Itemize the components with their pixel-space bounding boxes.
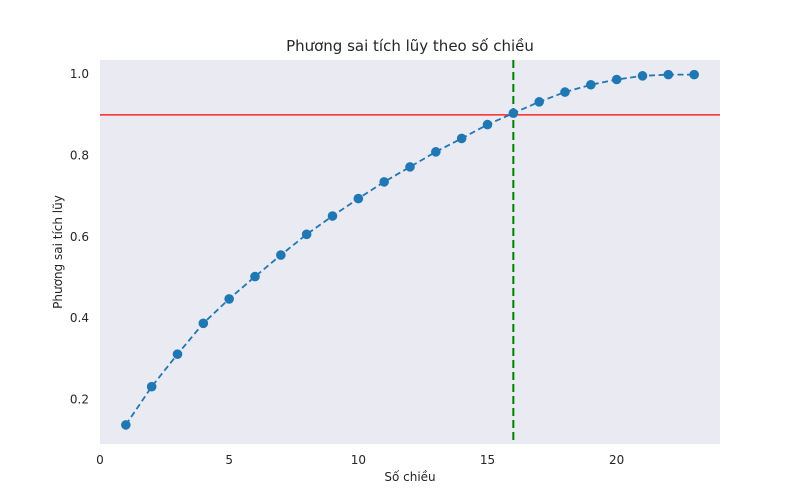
data-point [250,271,260,282]
reference-lines [100,60,720,444]
data-point [353,193,364,204]
y-tick-label: 0.2 [70,392,89,406]
x-tick-label: 10 [351,453,366,467]
y-tick-label: 0.8 [70,148,89,162]
x-axis-label: Số chiều [384,470,435,484]
data-point [327,211,338,221]
series-layer [121,69,699,430]
data-point [560,87,570,97]
data-point [586,79,596,90]
x-tick-label: 5 [225,453,233,467]
data-point [121,420,131,430]
x-tick-label: 20 [609,453,624,467]
data-point [456,133,467,144]
plot-area [100,60,720,444]
data-point [146,381,157,392]
data-point [198,318,209,329]
chart-title: Phương sai tích lũy theo số chiều [286,37,534,55]
x-axis-ticks: 0 5 10 15 20 [96,453,624,467]
data-point [431,147,441,157]
data-point [611,74,622,85]
data-point [301,229,312,240]
data-point [663,69,674,80]
y-axis-label: Phương sai tích lũy [51,195,65,309]
x-tick-label: 0 [96,453,104,467]
data-point [508,108,519,119]
x-tick-label: 15 [480,453,495,467]
data-point [379,177,389,187]
y-tick-label: 0.6 [70,230,89,244]
data-point [276,250,286,260]
data-point [482,119,493,130]
data-point [224,294,234,304]
data-point [405,162,415,172]
y-axis-ticks: 0.2 0.4 0.6 0.8 1.0 [70,67,89,406]
data-point [172,349,183,359]
data-point [534,97,544,107]
data-point [689,69,699,80]
data-point [637,71,648,81]
y-tick-label: 0.4 [70,311,89,325]
y-tick-label: 1.0 [70,67,89,81]
